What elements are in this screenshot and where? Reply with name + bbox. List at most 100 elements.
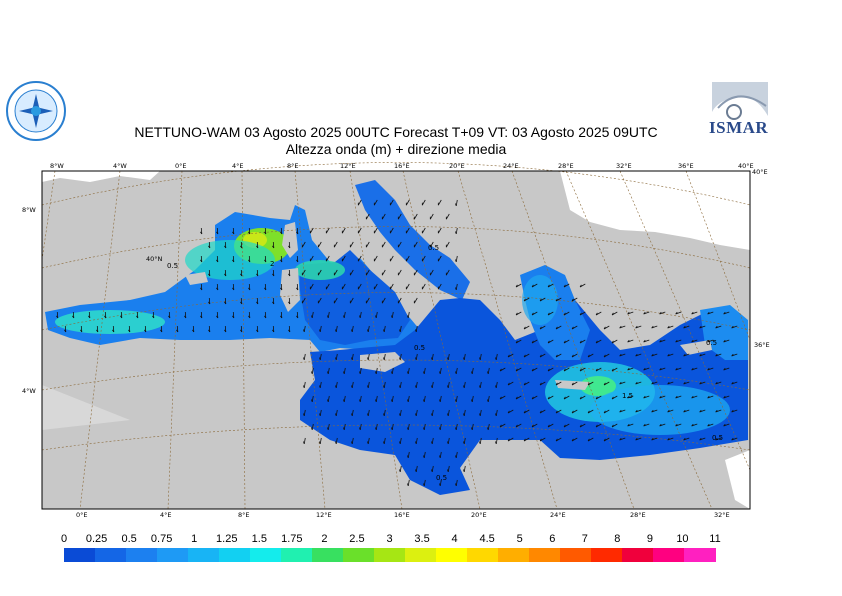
direction-arrow bbox=[208, 325, 211, 333]
direction-arrow bbox=[659, 423, 666, 427]
map-frame bbox=[41, 170, 751, 510]
sea-adriatic bbox=[355, 180, 470, 300]
wave-zone-aegean bbox=[522, 275, 558, 325]
direction-arrow bbox=[421, 227, 426, 234]
direction-arrow bbox=[539, 381, 546, 386]
lon-tick: 32°E bbox=[616, 162, 632, 170]
direction-arrow bbox=[365, 269, 370, 276]
lon-tick: 16°E bbox=[394, 511, 410, 519]
direction-arrow bbox=[399, 381, 402, 388]
direction-arrow bbox=[445, 241, 450, 248]
direction-arrow bbox=[531, 283, 538, 288]
direction-arrow-head bbox=[272, 273, 275, 277]
direction-arrow bbox=[343, 367, 346, 374]
direction-arrow bbox=[64, 325, 67, 333]
contour-label: 0.5 bbox=[712, 434, 723, 442]
direction-arrow bbox=[391, 423, 394, 430]
direction-arrow bbox=[651, 325, 658, 329]
direction-arrow-head bbox=[507, 354, 510, 358]
direction-arrow bbox=[699, 409, 706, 413]
direction-arrow bbox=[415, 325, 418, 332]
direction-arrow-head bbox=[707, 339, 710, 343]
direction-arrow-head bbox=[224, 301, 227, 305]
direction-arrow bbox=[635, 437, 642, 441]
direction-arrow-head bbox=[715, 325, 718, 329]
direction-arrow bbox=[184, 311, 187, 319]
direction-arrow-head bbox=[731, 437, 734, 441]
direction-arrow bbox=[439, 423, 442, 430]
direction-arrow bbox=[367, 325, 370, 332]
direction-arrow-head bbox=[619, 409, 622, 413]
direction-arrow bbox=[381, 213, 386, 220]
direction-arrow-head bbox=[248, 287, 251, 291]
direction-arrow-head bbox=[563, 396, 566, 400]
direction-arrow bbox=[619, 325, 626, 329]
direction-arrow-head bbox=[232, 231, 235, 235]
legend-swatch bbox=[95, 548, 127, 562]
direction-arrow-head bbox=[555, 410, 558, 414]
direction-arrow bbox=[531, 395, 538, 400]
direction-arrow bbox=[405, 255, 410, 262]
direction-arrow-head bbox=[683, 325, 686, 329]
direction-arrow bbox=[383, 409, 386, 416]
island-balearic bbox=[185, 272, 208, 285]
direction-arrow-head bbox=[280, 259, 283, 263]
direction-arrow bbox=[555, 325, 562, 330]
map-white-area bbox=[560, 171, 750, 250]
direction-arrow-head bbox=[288, 273, 291, 277]
direction-arrow-head bbox=[88, 315, 91, 319]
direction-arrow bbox=[523, 297, 530, 302]
direction-arrow-head bbox=[715, 381, 718, 385]
direction-arrow bbox=[487, 423, 490, 430]
direction-arrow bbox=[383, 381, 386, 388]
direction-arrow bbox=[176, 325, 179, 333]
direction-arrow-head bbox=[611, 368, 614, 372]
direction-arrow-head bbox=[507, 438, 510, 442]
direction-arrow bbox=[351, 437, 354, 444]
direction-arrow-head bbox=[579, 312, 582, 316]
direction-arrow-head bbox=[351, 441, 353, 445]
direction-arrow-head bbox=[383, 413, 385, 417]
direction-arrow bbox=[367, 437, 370, 444]
direction-arrow bbox=[455, 283, 458, 290]
direction-arrow bbox=[264, 255, 267, 263]
direction-arrow-head bbox=[431, 357, 433, 361]
direction-arrow bbox=[579, 367, 586, 372]
lon-tick: 0°E bbox=[76, 511, 88, 519]
direction-arrow-head bbox=[431, 441, 433, 445]
direction-arrow-head bbox=[531, 424, 534, 428]
direction-arrow bbox=[515, 395, 522, 400]
direction-arrow bbox=[437, 255, 442, 262]
direction-arrow bbox=[288, 297, 291, 305]
direction-arrow bbox=[539, 353, 546, 358]
wave-zone-levantine-peak bbox=[580, 376, 616, 396]
direction-arrow-head bbox=[256, 329, 259, 333]
direction-arrow bbox=[595, 311, 602, 316]
direction-arrow bbox=[351, 325, 354, 332]
direction-arrow bbox=[731, 381, 738, 385]
direction-arrow bbox=[351, 353, 354, 360]
lon-tick: 16°E bbox=[394, 162, 410, 170]
direction-arrow bbox=[471, 395, 474, 402]
direction-arrow bbox=[531, 311, 538, 316]
direction-arrow bbox=[447, 437, 450, 444]
contour-label: 0.5 bbox=[167, 262, 178, 270]
direction-arrow-head bbox=[288, 245, 291, 249]
direction-arrow-head bbox=[587, 382, 590, 386]
direction-arrow-head bbox=[423, 455, 425, 459]
direction-arrow bbox=[349, 297, 354, 304]
direction-arrow bbox=[399, 325, 402, 332]
direction-arrow-head bbox=[651, 325, 654, 329]
lon-tick: 12°E bbox=[316, 511, 332, 519]
sea-levantine-east bbox=[700, 305, 748, 360]
direction-arrow bbox=[515, 367, 522, 372]
direction-arrow bbox=[507, 381, 514, 386]
direction-arrow-head bbox=[80, 329, 83, 333]
direction-arrow bbox=[421, 199, 426, 206]
direction-arrow-head bbox=[367, 385, 369, 389]
direction-arrow bbox=[335, 353, 338, 360]
direction-arrow bbox=[224, 241, 227, 249]
direction-arrow bbox=[216, 255, 219, 263]
lon-tick: 4°E bbox=[232, 162, 244, 170]
direction-arrow-head bbox=[691, 339, 694, 343]
